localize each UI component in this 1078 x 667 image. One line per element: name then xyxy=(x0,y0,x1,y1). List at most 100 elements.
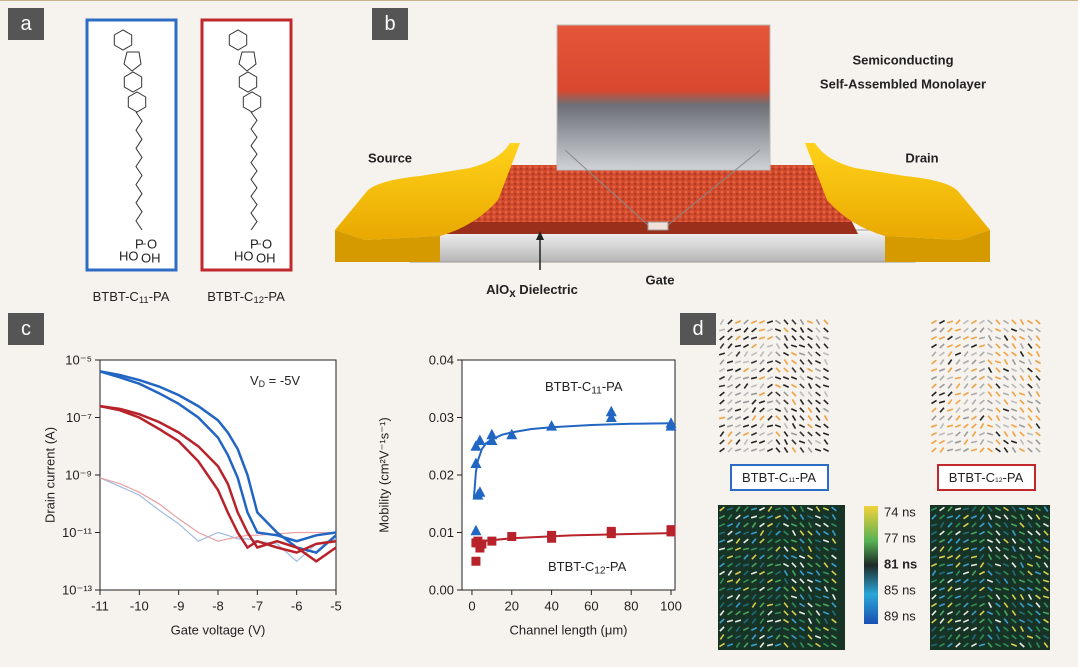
molecule-stroke xyxy=(964,440,967,445)
molecule-stroke xyxy=(775,329,781,331)
molecule-stroke xyxy=(931,400,936,403)
molecule-stroke xyxy=(735,321,740,323)
molecule-stroke xyxy=(1036,400,1041,404)
molecule-stroke xyxy=(800,392,804,397)
label-tail: = -5V xyxy=(265,373,300,388)
molecule-stroke xyxy=(816,336,820,341)
molecule-stroke xyxy=(799,441,805,443)
molecule-stroke xyxy=(955,369,961,371)
molecule-stroke xyxy=(776,392,781,396)
molecule-stroke xyxy=(744,448,749,451)
molecule-stroke xyxy=(783,377,789,379)
molecule-stroke xyxy=(824,424,829,428)
y-tick-label: 10⁻¹³ xyxy=(62,583,93,598)
molecule-stroke xyxy=(995,329,1001,331)
molecule-stroke xyxy=(931,344,936,347)
molecule-stroke xyxy=(963,337,968,340)
molecule-stroke xyxy=(792,320,796,324)
molecule-stroke xyxy=(1011,409,1017,411)
molecule-stroke xyxy=(955,441,961,443)
molecule-stroke xyxy=(808,416,812,421)
molecule-stroke xyxy=(964,368,968,372)
molecule-stroke xyxy=(784,368,788,372)
molecule-stroke xyxy=(800,408,804,412)
molecule-stroke xyxy=(1020,432,1024,436)
molecule-stroke xyxy=(972,360,976,364)
molecule-stroke xyxy=(939,401,945,403)
molecule-stroke xyxy=(940,416,945,420)
molecule-stroke xyxy=(760,424,764,429)
molecule-stroke xyxy=(728,320,732,324)
molecule-stroke xyxy=(1019,425,1025,427)
molecule-stroke xyxy=(1020,400,1024,404)
molecule-stroke xyxy=(735,449,741,451)
molecule-stroke xyxy=(751,337,757,339)
molecule-stroke xyxy=(760,344,764,349)
molecule-stroke xyxy=(995,361,1001,363)
molecule-stroke xyxy=(824,400,828,404)
molecule-stroke xyxy=(735,345,741,346)
molecule-stroke xyxy=(800,432,804,436)
molecule-stroke xyxy=(815,449,821,451)
molecule-stroke xyxy=(799,353,805,355)
molecule-stroke xyxy=(743,401,749,402)
molecule-stroke xyxy=(1011,441,1017,443)
molecule-stroke xyxy=(800,360,804,365)
molecule-stroke xyxy=(1012,376,1015,381)
molecule-stroke xyxy=(776,432,780,437)
molecule-stroke xyxy=(775,425,781,427)
molecule-stroke xyxy=(931,377,936,380)
molecule-stroke xyxy=(963,361,968,364)
molecule-stroke xyxy=(735,393,741,395)
molecule-stroke xyxy=(940,408,944,413)
molecule-stroke xyxy=(816,384,821,388)
molecule-stroke xyxy=(988,376,993,380)
label-main: AlO xyxy=(486,282,509,297)
molecule-stroke xyxy=(947,441,952,443)
colorbar xyxy=(864,506,878,624)
molecule-stroke xyxy=(728,448,732,452)
molecule-stroke xyxy=(1036,384,1039,389)
y-tick-label: 0.04 xyxy=(429,353,454,368)
molecule-stroke xyxy=(1013,431,1016,436)
molecule-stroke xyxy=(720,319,723,324)
label-tail: -PA xyxy=(602,379,623,394)
molecule-stroke xyxy=(751,433,756,436)
molecule-stroke xyxy=(759,433,764,436)
molecule-stroke xyxy=(751,393,757,394)
label-main: BTBT-C xyxy=(742,470,788,485)
molecule-stroke xyxy=(1012,343,1015,348)
molecule-stroke xyxy=(720,400,725,404)
molecule-stroke xyxy=(964,352,968,357)
molecule-stroke xyxy=(996,448,1001,452)
y-tick-label: 0.00 xyxy=(429,583,454,598)
molecule-stroke xyxy=(735,369,740,372)
molecule-stroke xyxy=(1012,320,1016,324)
y-tick-label: 10⁻⁵ xyxy=(65,353,92,368)
molecule-stroke xyxy=(719,377,724,380)
molecule-stroke xyxy=(759,377,765,379)
molecule-stroke xyxy=(743,433,748,435)
molecule-stroke xyxy=(1027,329,1033,331)
molecule-stroke xyxy=(956,416,960,421)
molecule-stroke xyxy=(808,448,812,453)
molecule-stroke xyxy=(1027,401,1033,403)
molecule-stroke xyxy=(996,368,1000,372)
molecule-stroke xyxy=(964,320,969,324)
molecule-stroke xyxy=(775,361,780,364)
molecule-stroke xyxy=(1021,343,1024,348)
molecule-stroke xyxy=(816,328,820,332)
y-tick-label: 0.01 xyxy=(429,525,454,540)
molecule-stroke xyxy=(823,353,829,355)
molecule-stroke xyxy=(776,448,780,453)
molecule-stroke xyxy=(815,369,820,372)
molecule-stroke xyxy=(727,425,733,427)
molecule-stroke xyxy=(947,433,953,435)
molecule-stroke xyxy=(751,321,757,323)
molecule-stroke xyxy=(767,361,773,363)
molecule-stroke xyxy=(1003,393,1009,395)
molecule-stroke xyxy=(776,343,779,348)
molecule-stroke xyxy=(964,432,968,437)
molecule-stroke xyxy=(736,384,741,388)
molecule-stroke xyxy=(988,367,991,372)
